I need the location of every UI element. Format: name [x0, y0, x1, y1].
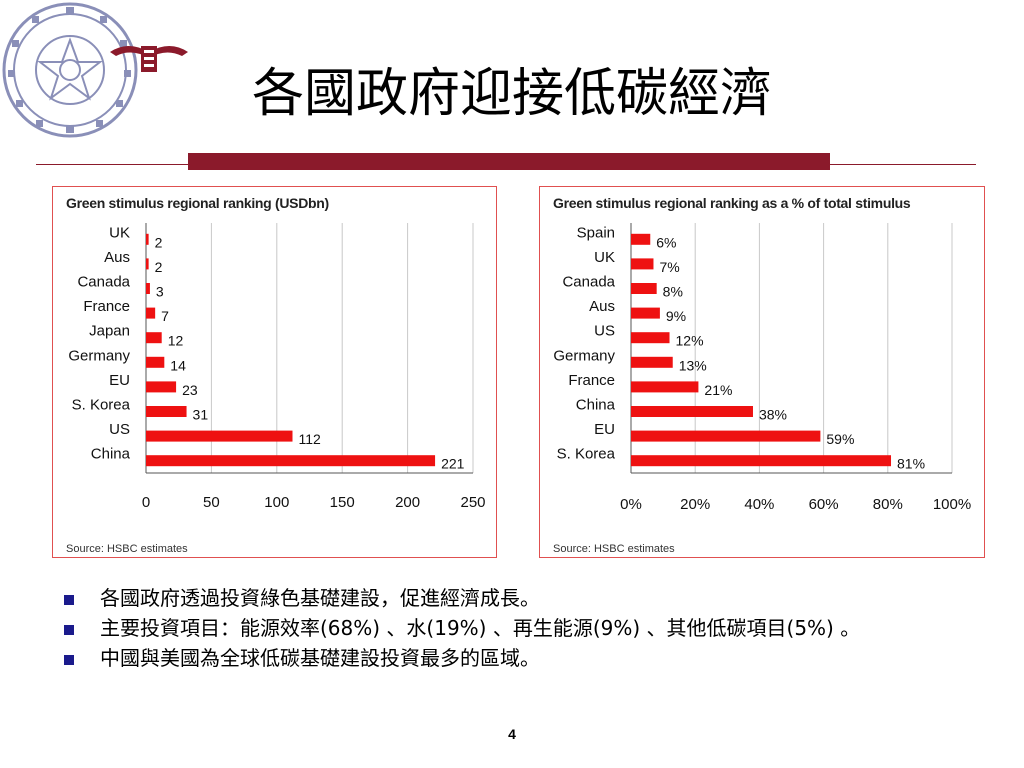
university-seal-icon: [2, 2, 138, 138]
bullet-item: 主要投資項目：能源效率(68%) 、水(19%) 、再生能源(9%) 、其他低碳…: [62, 616, 962, 641]
data-label: 31: [193, 407, 209, 423]
chart-usdbn: 0 50 100 150 200 250 UK 2 Aus 2 Canada 3 France 7 Japa…: [68, 223, 486, 511]
bar: [631, 455, 892, 467]
bar: [146, 332, 162, 344]
data-label: 7: [161, 308, 169, 324]
category-label: Aus: [104, 249, 130, 266]
bar: [631, 258, 654, 270]
bar: [631, 381, 699, 393]
x-tick-label: 40%: [744, 496, 774, 513]
category-label: Japan: [89, 323, 130, 340]
bar: [146, 258, 149, 270]
data-label: 12%: [676, 333, 704, 349]
bar: [146, 406, 187, 417]
bar: [631, 283, 657, 294]
bar: [146, 455, 436, 467]
data-label: 21%: [704, 382, 732, 398]
data-label: 2: [155, 234, 163, 250]
data-label: 13%: [679, 357, 707, 373]
data-label: 14: [170, 357, 186, 373]
bullet-item: 中國與美國為全球低碳基礎建設投資最多的區域。: [62, 646, 962, 671]
chart-source: Source: HSBC estimates: [553, 543, 675, 555]
category-label: Canada: [77, 274, 130, 291]
category-label: France: [568, 372, 615, 389]
data-label: 9%: [666, 308, 686, 324]
x-tick-label: 150: [330, 494, 355, 511]
x-tick-label: 100: [264, 494, 289, 511]
bar: [146, 381, 177, 393]
data-label: 59%: [826, 431, 854, 447]
x-tick-label: 100%: [933, 496, 971, 513]
bar: [146, 307, 156, 319]
x-tick-label: 80%: [873, 496, 903, 513]
bar: [631, 307, 660, 319]
slide-title: 各國政府迎接低碳經濟: [251, 64, 772, 124]
data-label: 6%: [656, 234, 676, 250]
chart-percent: 0% 20% 40% 60% 80% 100% Spain 6% UK 7% Canada 8% Aus…: [553, 223, 971, 513]
bullet-square-icon: [64, 595, 74, 605]
page-number: 4: [508, 726, 516, 742]
category-label: US: [594, 323, 615, 340]
bar: [631, 233, 651, 245]
bar: [631, 406, 753, 417]
bullet-list: 各國政府透過投資綠色基礎建設，促進經濟成長。 主要投資項目：能源效率(68%) …: [62, 586, 962, 676]
x-tick-label: 0%: [620, 496, 642, 513]
category-label: China: [576, 397, 616, 414]
category-label: S. Korea: [72, 397, 131, 414]
category-label: US: [109, 421, 130, 438]
data-label: 12: [168, 333, 184, 349]
category-label: Germany: [68, 347, 130, 364]
chart-panel-usdbn: 0 50 100 150 200 250 UK 2 Aus 2 Canada 3 France 7 Japa…: [52, 186, 497, 558]
bullet-text: 中國與美國為全球低碳基礎建設投資最多的區域。: [100, 646, 540, 670]
data-label: 112: [298, 431, 321, 447]
bullet-square-icon: [64, 655, 74, 665]
category-label: S. Korea: [557, 446, 616, 463]
data-label: 2: [155, 259, 163, 275]
category-label: UK: [594, 249, 615, 266]
chart-title: Green stimulus regional ranking (USDbn): [66, 195, 329, 211]
university-mark-icon: [110, 46, 188, 72]
category-label: Spain: [577, 224, 615, 241]
bar: [631, 332, 670, 344]
x-tick-label: 20%: [680, 496, 710, 513]
data-label: 23: [182, 382, 198, 398]
category-label: EU: [109, 372, 130, 389]
x-tick-label: 50: [203, 494, 220, 511]
bullet-text: 主要投資項目：能源效率(68%) 、水(19%) 、再生能源(9%) 、其他低碳…: [100, 616, 861, 640]
category-label: Aus: [589, 298, 615, 315]
category-label: UK: [109, 224, 130, 241]
bar: [631, 430, 821, 442]
chart-source: Source: HSBC estimates: [66, 543, 188, 555]
data-label: 8%: [663, 284, 683, 300]
category-label: France: [83, 298, 130, 315]
bullet-item: 各國政府透過投資綠色基礎建設，促進經濟成長。: [62, 586, 962, 611]
chart-title: Green stimulus regional ranking as a % o…: [553, 195, 911, 211]
x-tick-label: 0: [142, 494, 150, 511]
bar: [146, 430, 293, 442]
bar: [631, 356, 673, 368]
title-divider-thick: [188, 153, 830, 170]
x-tick-label: 60%: [809, 496, 839, 513]
x-tick-label: 250: [460, 494, 485, 511]
bar: [146, 233, 149, 245]
chart-panel-percent: 0% 20% 40% 60% 80% 100% Spain 6% UK 7% Canada 8% Aus…: [539, 186, 985, 558]
data-label: 221: [441, 456, 465, 472]
bar: [146, 283, 150, 294]
bar: [146, 356, 165, 368]
data-label: 81%: [897, 456, 925, 472]
bullet-text: 各國政府透過投資綠色基礎建設，促進經濟成長。: [100, 586, 540, 610]
category-label: China: [91, 446, 131, 463]
bullet-square-icon: [64, 625, 74, 635]
category-label: Germany: [553, 347, 615, 364]
data-label: 3: [156, 284, 164, 300]
category-label: EU: [594, 421, 615, 438]
data-label: 38%: [759, 407, 787, 423]
category-label: Canada: [562, 274, 615, 291]
x-tick-label: 200: [395, 494, 420, 511]
data-label: 7%: [659, 259, 679, 275]
